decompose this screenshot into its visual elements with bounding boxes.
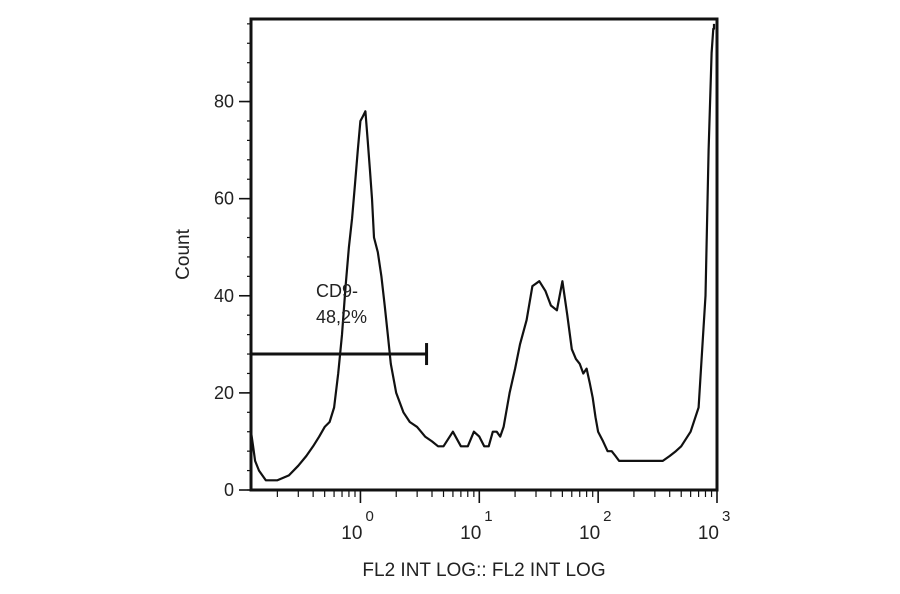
x-tick-label-exponent: 2 xyxy=(603,508,611,525)
histogram-series-line xyxy=(249,23,716,482)
y-axis-label: Count xyxy=(173,228,194,279)
x-tick-label-exponent: 3 xyxy=(722,508,730,525)
y-tick-label: 60 xyxy=(214,189,234,209)
x-axis-label: FL2 INT LOG:: FL2 INT LOG xyxy=(362,560,605,581)
x-tick-label-base: 10 xyxy=(579,523,600,544)
y-axis-ticks: 0 20 40 60 80 xyxy=(214,92,251,500)
gate-marker: CD9- 48,2% xyxy=(251,281,429,366)
y-tick-label: 40 xyxy=(214,286,234,306)
gate-label-name: CD9- xyxy=(316,281,358,301)
x-tick-label-base: 10 xyxy=(341,523,362,544)
gate-label-percent: 48,2% xyxy=(316,307,367,327)
x-tick-label-base: 10 xyxy=(460,523,481,544)
x-tick-label-exponent: 1 xyxy=(484,508,492,525)
y-tick-label: 80 xyxy=(214,92,234,112)
x-tick-label-base: 10 xyxy=(698,523,719,544)
y-tick-label: 0 xyxy=(224,480,234,500)
plot-area-frame xyxy=(249,17,719,492)
x-tick-label-exponent: 0 xyxy=(365,508,373,525)
y-tick-label: 20 xyxy=(214,383,234,403)
